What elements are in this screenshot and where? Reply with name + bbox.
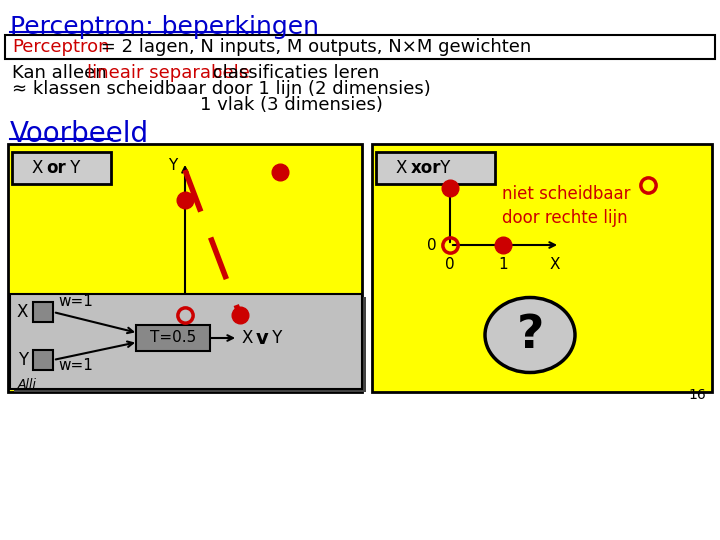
Text: 0: 0 [428,238,437,253]
Text: X: X [294,327,305,342]
Text: Y: Y [65,159,81,177]
Text: Voorbeeld: Voorbeeld [10,120,149,148]
Text: Perceptron: beperkingen: Perceptron: beperkingen [10,15,319,39]
Text: Perceptron: Perceptron [12,38,109,56]
Text: Y: Y [435,159,451,177]
Text: 0: 0 [445,257,455,272]
Text: 0: 0 [180,327,190,342]
Text: = 2 lagen, N inputs, M outputs, N×M gewichten: = 2 lagen, N inputs, M outputs, N×M gewi… [95,38,531,56]
FancyBboxPatch shape [376,152,495,184]
Text: Alli: Alli [18,379,37,392]
Text: xor: xor [411,159,441,177]
FancyBboxPatch shape [10,294,362,389]
FancyBboxPatch shape [33,350,53,370]
Text: X: X [17,303,28,321]
Text: X: X [396,159,413,177]
Text: Kan alleen: Kan alleen [12,64,112,82]
FancyBboxPatch shape [14,297,366,392]
Text: 1: 1 [498,257,508,272]
Text: lineair separabele: lineair separabele [87,64,250,82]
FancyBboxPatch shape [12,152,111,184]
FancyBboxPatch shape [8,144,362,392]
Text: ≈ klassen scheidbaar door 1 lijn (2 dimensies): ≈ klassen scheidbaar door 1 lijn (2 dime… [12,80,431,98]
Text: Y: Y [267,329,282,347]
Text: classificaties leren: classificaties leren [207,64,379,82]
Text: X: X [242,329,258,347]
Text: or: or [46,159,66,177]
Text: 1: 1 [235,327,245,342]
Text: v: v [256,328,269,348]
Ellipse shape [485,298,575,373]
FancyBboxPatch shape [136,325,210,351]
FancyBboxPatch shape [5,35,715,59]
Text: X: X [32,159,49,177]
Text: 1 vlak (3 dimensies): 1 vlak (3 dimensies) [200,96,383,114]
Text: 1: 1 [455,157,464,172]
Text: Y: Y [168,159,177,173]
Text: 16: 16 [688,388,706,402]
Text: ?: ? [516,313,544,357]
Text: Y: Y [18,351,28,369]
Text: T=0.5: T=0.5 [150,330,196,346]
Text: w=1: w=1 [58,294,93,309]
FancyBboxPatch shape [33,302,53,322]
Text: 0: 0 [163,307,172,322]
Text: X: X [550,257,560,272]
Text: w=1: w=1 [58,357,93,373]
Text: niet scheidbaar
door rechte lijn: niet scheidbaar door rechte lijn [502,185,631,227]
Text: Y: Y [433,157,442,172]
FancyBboxPatch shape [372,144,712,392]
